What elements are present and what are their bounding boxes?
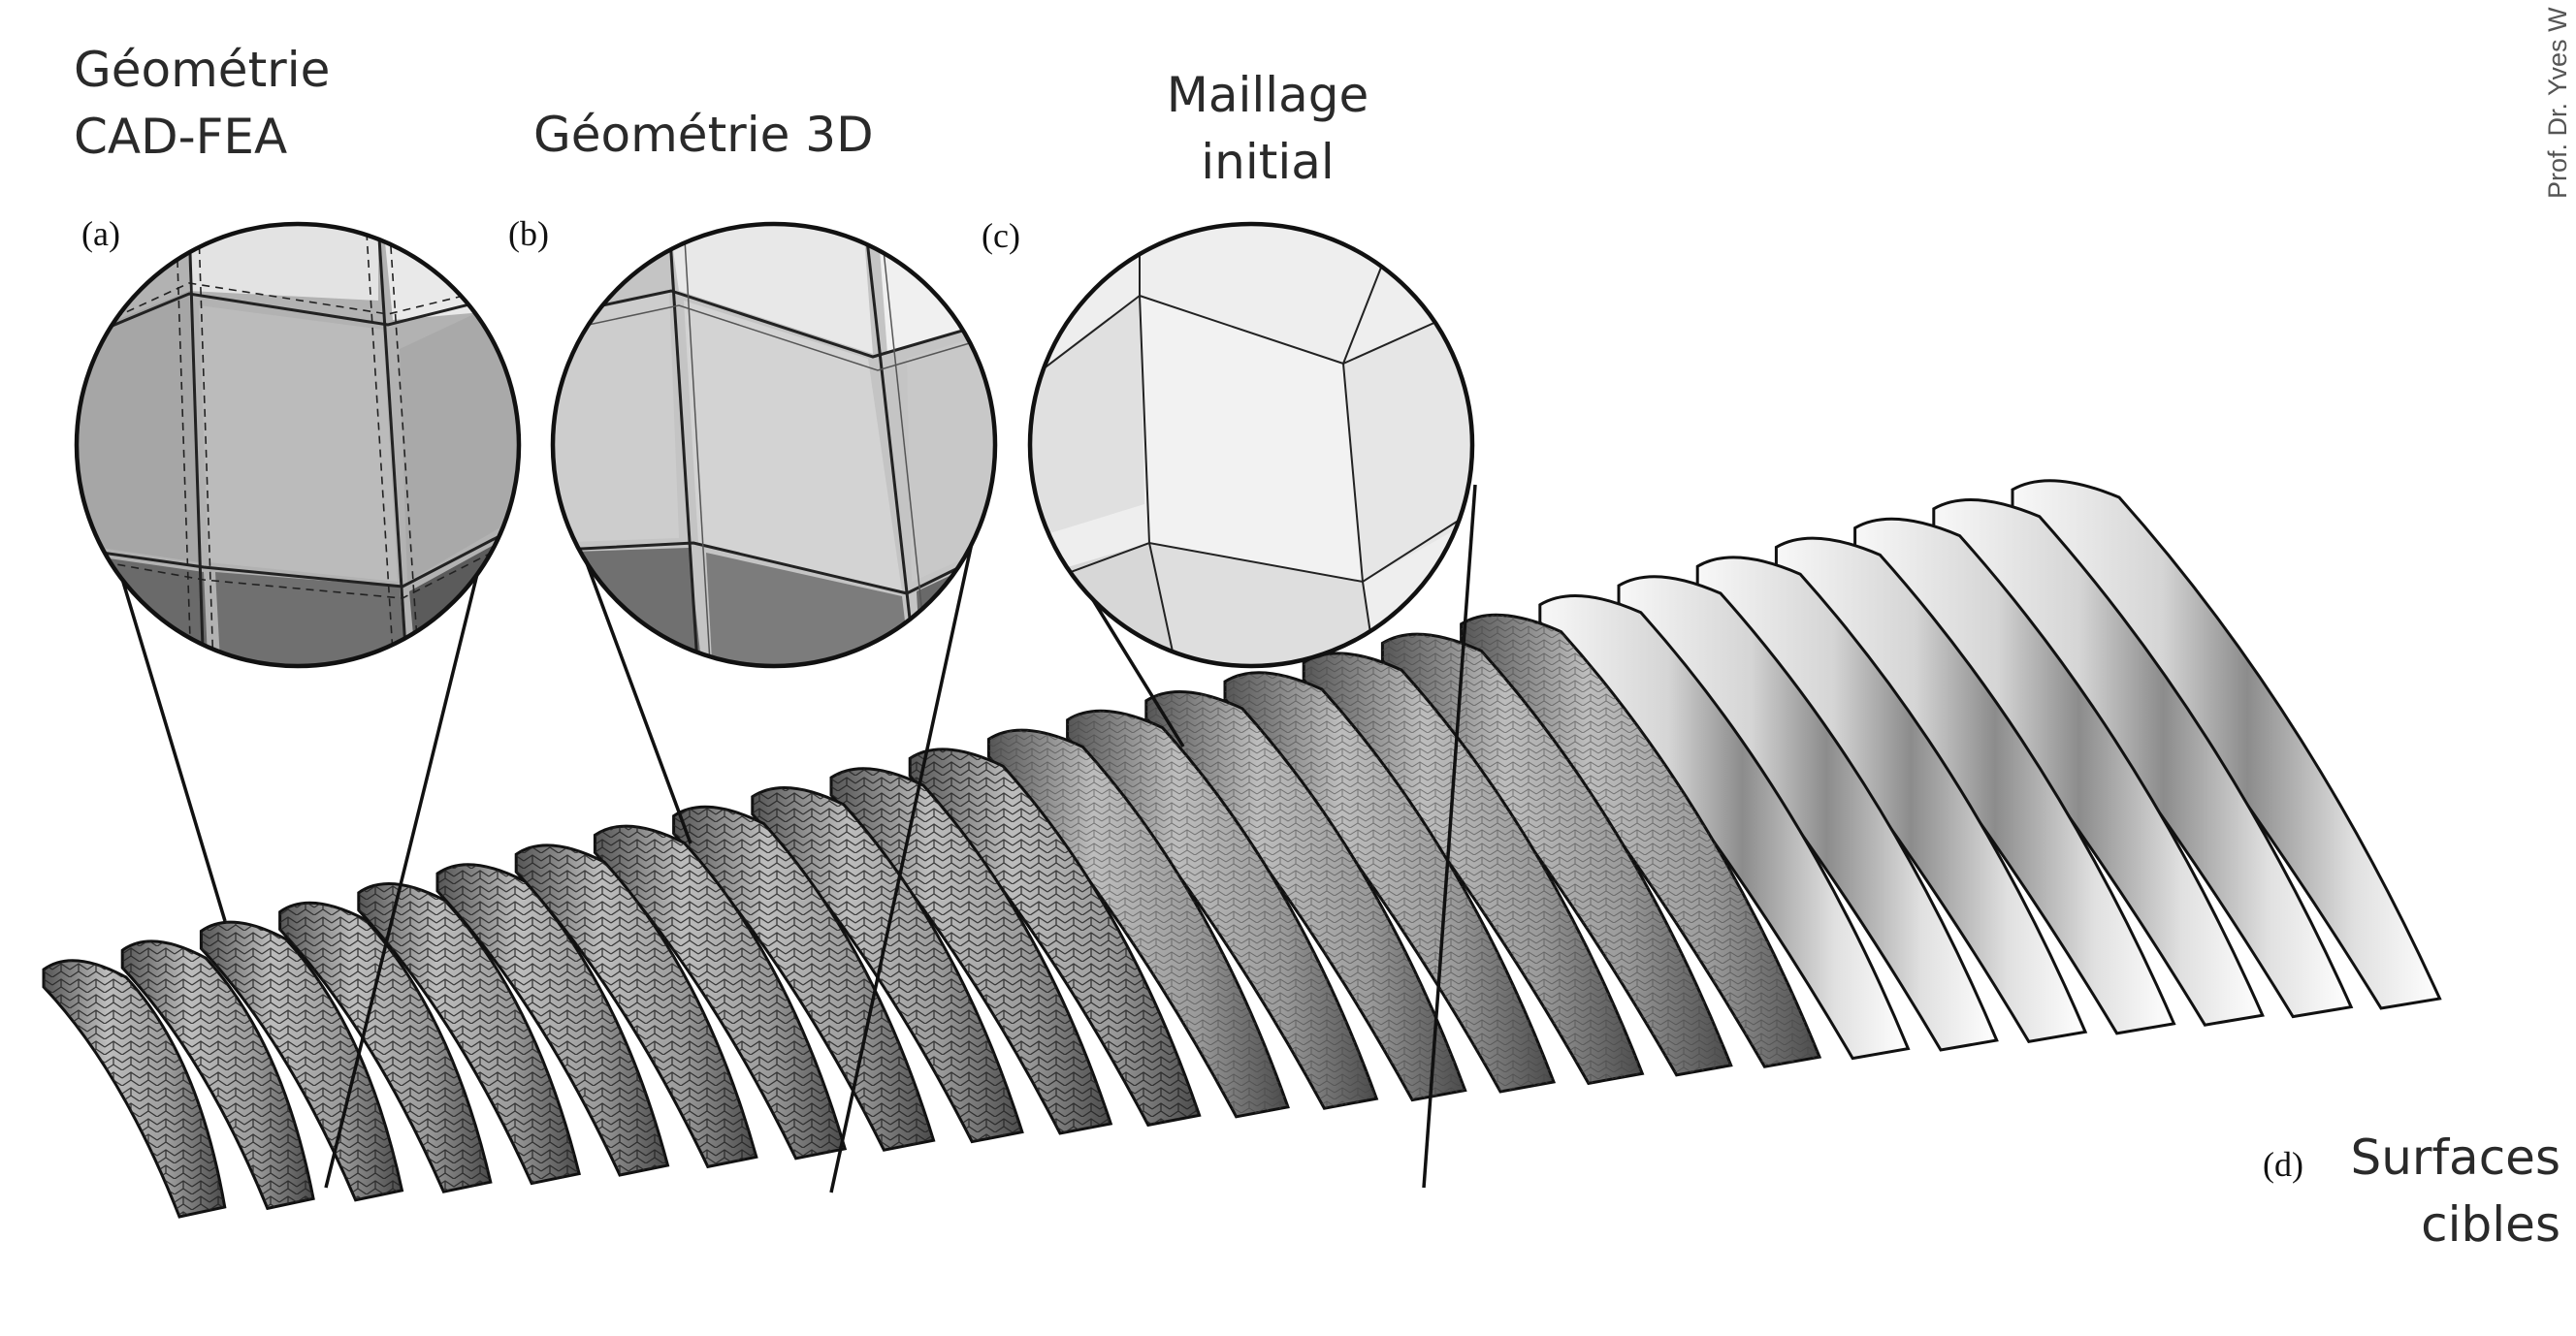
shell-mesh-overlay [1225, 672, 1554, 1092]
heading-cad-fea: Géométrie CAD-FEA [74, 42, 331, 165]
shell-mesh-overlay [752, 787, 1022, 1142]
heading-target-surfaces: Surfaces cibles [2350, 1129, 2560, 1253]
panel-label-c: (c) [982, 216, 1020, 255]
shell-mesh-overlay [516, 844, 757, 1167]
shell-mesh-overlay [437, 864, 668, 1175]
shell-mesh-overlay [1067, 711, 1377, 1109]
heading-geometry-3d: Géométrie 3D [533, 107, 874, 163]
shell-mesh-overlay [831, 768, 1111, 1133]
shell-mesh-overlay [358, 883, 580, 1184]
magnifier-b [550, 221, 998, 669]
panel-label-b: (b) [508, 214, 549, 253]
magnifier-a [74, 221, 522, 669]
shell-mesh-overlay [673, 807, 934, 1151]
shell-mesh-overlay [1145, 691, 1465, 1100]
shell-mesh-overlay [44, 960, 225, 1217]
shell-mesh-overlay [122, 940, 314, 1209]
panel-label-a: (a) [81, 214, 120, 253]
shell-strips [42, 479, 2442, 1219]
magnifier-c [1027, 221, 1475, 669]
panel-label-d: (d) [2263, 1145, 2303, 1184]
shell-mesh-overlay [1382, 634, 1731, 1075]
shell-mesh-overlay [201, 922, 402, 1200]
shell-mesh-overlay [1461, 615, 1820, 1067]
shell-mesh-overlay [988, 730, 1288, 1117]
shell-mesh-overlay [279, 903, 491, 1193]
author-credit: Prof. Dr. Yves W [2543, 7, 2572, 199]
zoom-connectors [112, 484, 1477, 1193]
shell-mesh-overlay [595, 826, 846, 1159]
heading-initial-mesh: Maillage initial [1166, 67, 1369, 190]
shell-mesh-overlay [1304, 652, 1643, 1084]
shell-mesh-overlay [910, 748, 1200, 1126]
